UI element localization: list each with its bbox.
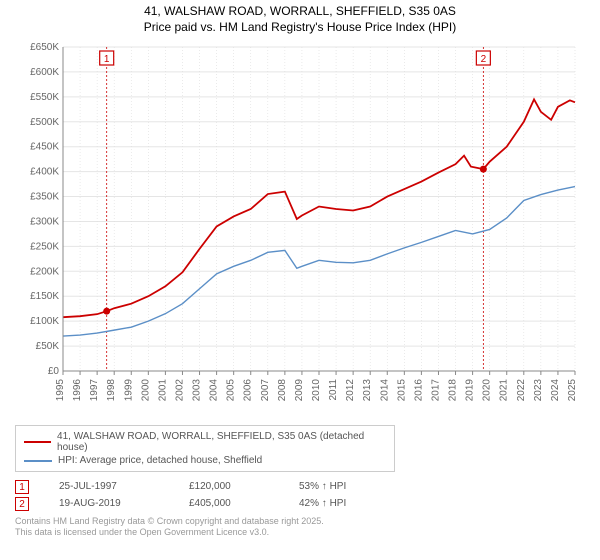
event-hpi: 42% ↑ HPI <box>299 495 346 512</box>
svg-text:£350K: £350K <box>30 192 59 203</box>
chart-title: 41, WALSHAW ROAD, WORRALL, SHEFFIELD, S3… <box>0 0 600 41</box>
event-row: 1 25-JUL-1997 £120,000 53% ↑ HPI <box>15 478 585 495</box>
svg-text:2003: 2003 <box>192 379 203 402</box>
svg-text:2018: 2018 <box>448 379 459 402</box>
svg-text:£250K: £250K <box>30 242 59 253</box>
svg-text:2006: 2006 <box>243 379 254 402</box>
legend-label: 41, WALSHAW ROAD, WORRALL, SHEFFIELD, S3… <box>57 431 386 453</box>
event-number: 1 <box>15 480 29 494</box>
svg-text:£300K: £300K <box>30 217 59 228</box>
svg-text:2014: 2014 <box>379 379 390 402</box>
svg-text:£550K: £550K <box>30 92 59 103</box>
svg-text:£0: £0 <box>48 366 60 377</box>
event-date: 19-AUG-2019 <box>59 495 159 512</box>
event-rows: 1 25-JUL-1997 £120,000 53% ↑ HPI 2 19-AUG-201… <box>15 478 585 512</box>
event-number: 2 <box>15 497 29 511</box>
svg-text:1999: 1999 <box>123 379 134 402</box>
svg-text:2013: 2013 <box>362 379 373 402</box>
svg-text:2024: 2024 <box>550 379 561 402</box>
legend-label: HPI: Average price, detached house, Shef… <box>58 455 262 466</box>
legend-item: 41, WALSHAW ROAD, WORRALL, SHEFFIELD, S3… <box>24 430 386 454</box>
svg-text:2001: 2001 <box>157 379 168 402</box>
svg-text:2004: 2004 <box>209 379 220 402</box>
event-hpi: 53% ↑ HPI <box>299 478 346 495</box>
svg-text:2012: 2012 <box>345 379 356 402</box>
svg-text:£500K: £500K <box>30 117 59 128</box>
svg-text:1995: 1995 <box>55 379 66 402</box>
svg-text:2: 2 <box>481 54 487 65</box>
svg-text:2019: 2019 <box>465 379 476 402</box>
svg-text:£100K: £100K <box>30 316 59 327</box>
svg-text:2007: 2007 <box>260 379 271 402</box>
svg-text:2021: 2021 <box>499 379 510 402</box>
legend-swatch <box>24 441 51 443</box>
svg-text:1996: 1996 <box>72 379 83 402</box>
svg-text:2002: 2002 <box>174 379 185 402</box>
svg-text:2020: 2020 <box>482 379 493 402</box>
svg-text:1997: 1997 <box>89 379 100 402</box>
chart-svg: £0 £50K £100K £150K £200K £250K £300K £350K £400… <box>15 41 585 421</box>
footer-line2: This data is licensed under the Open Gov… <box>15 527 585 538</box>
svg-text:£450K: £450K <box>30 142 59 153</box>
chart-area: £0 £50K £100K £150K £200K £250K £300K £350K £400… <box>15 41 585 421</box>
event-price: £120,000 <box>189 478 269 495</box>
svg-text:2010: 2010 <box>311 379 322 402</box>
footer-line1: Contains HM Land Registry data © Crown c… <box>15 516 585 527</box>
svg-text:2005: 2005 <box>226 379 237 402</box>
footer-attribution: Contains HM Land Registry data © Crown c… <box>15 516 585 538</box>
svg-text:2011: 2011 <box>328 379 339 401</box>
svg-text:2025: 2025 <box>567 379 578 402</box>
legend-swatch <box>24 460 52 462</box>
svg-text:£650K: £650K <box>30 42 59 53</box>
svg-text:2016: 2016 <box>413 379 424 402</box>
legend-item: HPI: Average price, detached house, Shef… <box>24 454 386 467</box>
event-date: 25-JUL-1997 <box>59 478 159 495</box>
svg-text:2023: 2023 <box>533 379 544 402</box>
svg-text:2000: 2000 <box>140 379 151 402</box>
legend: 41, WALSHAW ROAD, WORRALL, SHEFFIELD, S3… <box>15 425 395 472</box>
event-row: 2 19-AUG-2019 £405,000 42% ↑ HPI <box>15 495 585 512</box>
svg-text:£200K: £200K <box>30 266 59 277</box>
svg-text:2015: 2015 <box>396 379 407 402</box>
svg-text:2017: 2017 <box>430 379 441 402</box>
title-line1: 41, WALSHAW ROAD, WORRALL, SHEFFIELD, S3… <box>10 4 590 20</box>
svg-text:£400K: £400K <box>30 167 59 178</box>
svg-text:2022: 2022 <box>516 379 527 402</box>
event-price: £405,000 <box>189 495 269 512</box>
svg-text:£50K: £50K <box>36 341 60 352</box>
info-block: 41, WALSHAW ROAD, WORRALL, SHEFFIELD, S3… <box>15 425 585 538</box>
svg-text:£600K: £600K <box>30 67 59 78</box>
svg-text:1: 1 <box>104 54 110 65</box>
svg-text:2009: 2009 <box>294 379 305 402</box>
svg-text:1998: 1998 <box>106 379 117 402</box>
svg-text:2008: 2008 <box>277 379 288 402</box>
svg-text:£150K: £150K <box>30 291 59 302</box>
title-line2: Price paid vs. HM Land Registry's House … <box>10 20 590 36</box>
